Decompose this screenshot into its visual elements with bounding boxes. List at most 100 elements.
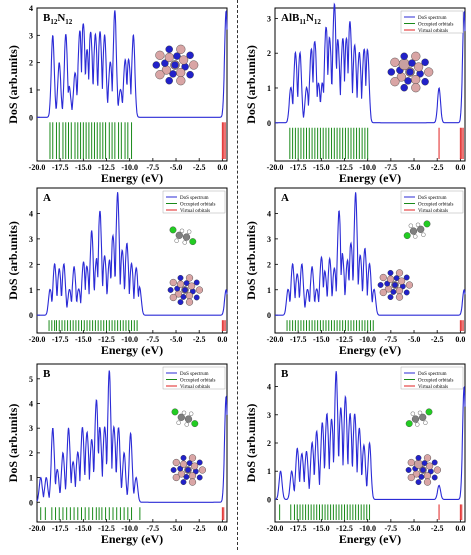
- y-tick-label: 2: [267, 260, 271, 269]
- molecule-illustration: [387, 51, 434, 93]
- atom-nitrogen-icon: [384, 280, 391, 287]
- atom-nitrogen-icon: [421, 460, 428, 467]
- atom-nitrogen-icon: [420, 467, 426, 473]
- panel-divider: [237, 0, 238, 550]
- atom-icon: [176, 420, 181, 425]
- dos-spectrum-line: [36, 370, 228, 503]
- x-tick-label: -15.0: [313, 335, 330, 344]
- atom-nitrogen-icon: [393, 275, 400, 282]
- y-axis-label: DoS (arb.units): [244, 221, 258, 300]
- atom-nitrogen-icon: [405, 467, 412, 473]
- atom-icon: [409, 227, 418, 235]
- x-tick-label: 0.0: [455, 335, 465, 344]
- atom-icon: [415, 422, 420, 427]
- x-tick-label: 0.0: [455, 163, 465, 172]
- atom-icon: [189, 238, 197, 246]
- atom-nitrogen-icon: [421, 58, 429, 67]
- atom-nitrogen-icon: [193, 279, 200, 286]
- atom-nitrogen-icon: [403, 274, 410, 281]
- molecule-illustration: [152, 44, 199, 86]
- atom-icon: [191, 420, 199, 428]
- atom-icon: [182, 240, 187, 245]
- x-axis-label: Energy (eV): [101, 532, 163, 546]
- atom-nitrogen-icon: [161, 59, 169, 67]
- atom-nitrogen-icon: [165, 45, 173, 54]
- y-tick-label: 1: [267, 286, 271, 295]
- atom-boron-icon: [395, 293, 404, 301]
- atom-nitrogen-icon: [415, 479, 422, 486]
- atom-boron-icon: [387, 275, 395, 283]
- atom-nitrogen-icon: [400, 52, 408, 61]
- atom-icon: [181, 410, 187, 415]
- x-tick-label: -17.5: [52, 163, 69, 172]
- x-tick-label: -12.5: [336, 524, 353, 533]
- y-tick-label: 3: [267, 235, 271, 244]
- atom-nitrogen-icon: [169, 70, 177, 78]
- y-tick-label: 4: [267, 209, 271, 218]
- x-tick-label: 0.0: [217, 524, 227, 533]
- atom-boron-icon: [169, 278, 177, 287]
- y-axis-label: DoS (arb.units): [6, 221, 20, 300]
- x-tick-label: -5.0: [408, 163, 421, 172]
- atom-boron-icon: [188, 478, 197, 486]
- atom-nitrogen-icon: [408, 59, 416, 67]
- atom-icon: [415, 222, 421, 227]
- y-tick-label: 3: [29, 424, 33, 433]
- atom-nitrogen-icon: [180, 479, 187, 486]
- atom-icon: [419, 413, 427, 421]
- y-axis-label: DoS (arb.units): [6, 45, 20, 124]
- y-tick-label: 5: [29, 375, 33, 384]
- x-tick-label: -12.5: [98, 524, 115, 533]
- atom-nitrogen-icon: [387, 68, 396, 76]
- dos-spectrum-line: [37, 192, 228, 316]
- x-tick-label: -10.0: [359, 524, 376, 533]
- atom-nitrogen-icon: [387, 294, 394, 301]
- atom-nitrogen-icon: [180, 293, 187, 300]
- atom-boron-icon: [395, 269, 404, 277]
- atom-nitrogen-icon: [390, 288, 397, 295]
- atom-icon: [189, 411, 194, 416]
- x-tick-label: 0.0: [217, 163, 227, 172]
- x-tick-label: -12.5: [98, 335, 115, 344]
- atom-boron-icon: [411, 51, 421, 61]
- plot-frame: [274, 187, 466, 334]
- legend-box: [162, 366, 226, 390]
- legend-entry: DoS spectrum: [418, 372, 447, 377]
- atom-nitrogen-icon: [431, 474, 438, 481]
- plot-frame: [36, 187, 228, 334]
- y-tick-label: 2: [29, 449, 33, 458]
- atom-boron-icon: [379, 288, 387, 297]
- atom-icon: [175, 231, 183, 239]
- y-tick-label: 0: [267, 311, 271, 320]
- y-tick-label: 4: [29, 209, 33, 218]
- y-tick-label: 0: [29, 498, 33, 507]
- atom-nitrogen-icon: [174, 285, 181, 292]
- atom-nitrogen-icon: [406, 68, 414, 76]
- atom-nitrogen-icon: [183, 473, 190, 480]
- atom-boron-icon: [176, 44, 186, 54]
- x-tick-label: -2.5: [431, 335, 444, 344]
- x-tick-label: -17.5: [290, 335, 307, 344]
- atom-nitrogen-icon: [421, 77, 429, 86]
- atom-boron-icon: [180, 460, 188, 468]
- dos-panel-1: -20.0 -17.5 -15.0 -12.5 -10.0 -7.5 -5.0 -2.5 0.0…: [6, 4, 228, 185]
- atom-nitrogen-icon: [196, 474, 203, 481]
- atom-nitrogen-icon: [185, 467, 191, 473]
- x-tick-label: -17.5: [52, 335, 69, 344]
- panel-label: A: [281, 192, 289, 204]
- atom-boron-icon: [188, 472, 197, 480]
- x-tick-label: -10.0: [359, 163, 376, 172]
- atom-boron-icon: [185, 298, 194, 306]
- atom-nitrogen-icon: [404, 77, 412, 85]
- x-tick-label: -7.5: [385, 335, 398, 344]
- x-tick-label: -10.0: [359, 335, 376, 344]
- atom-nitrogen-icon: [171, 61, 179, 69]
- x-tick-label: 0.0: [455, 524, 465, 533]
- atom-icon: [417, 225, 425, 233]
- panel-label: A: [43, 192, 51, 204]
- y-tick-label: 1: [267, 467, 271, 476]
- atom-icon: [423, 220, 431, 228]
- atom-boron-icon: [155, 70, 165, 80]
- legend-box: [400, 10, 464, 34]
- x-tick-label: -5.0: [170, 524, 183, 533]
